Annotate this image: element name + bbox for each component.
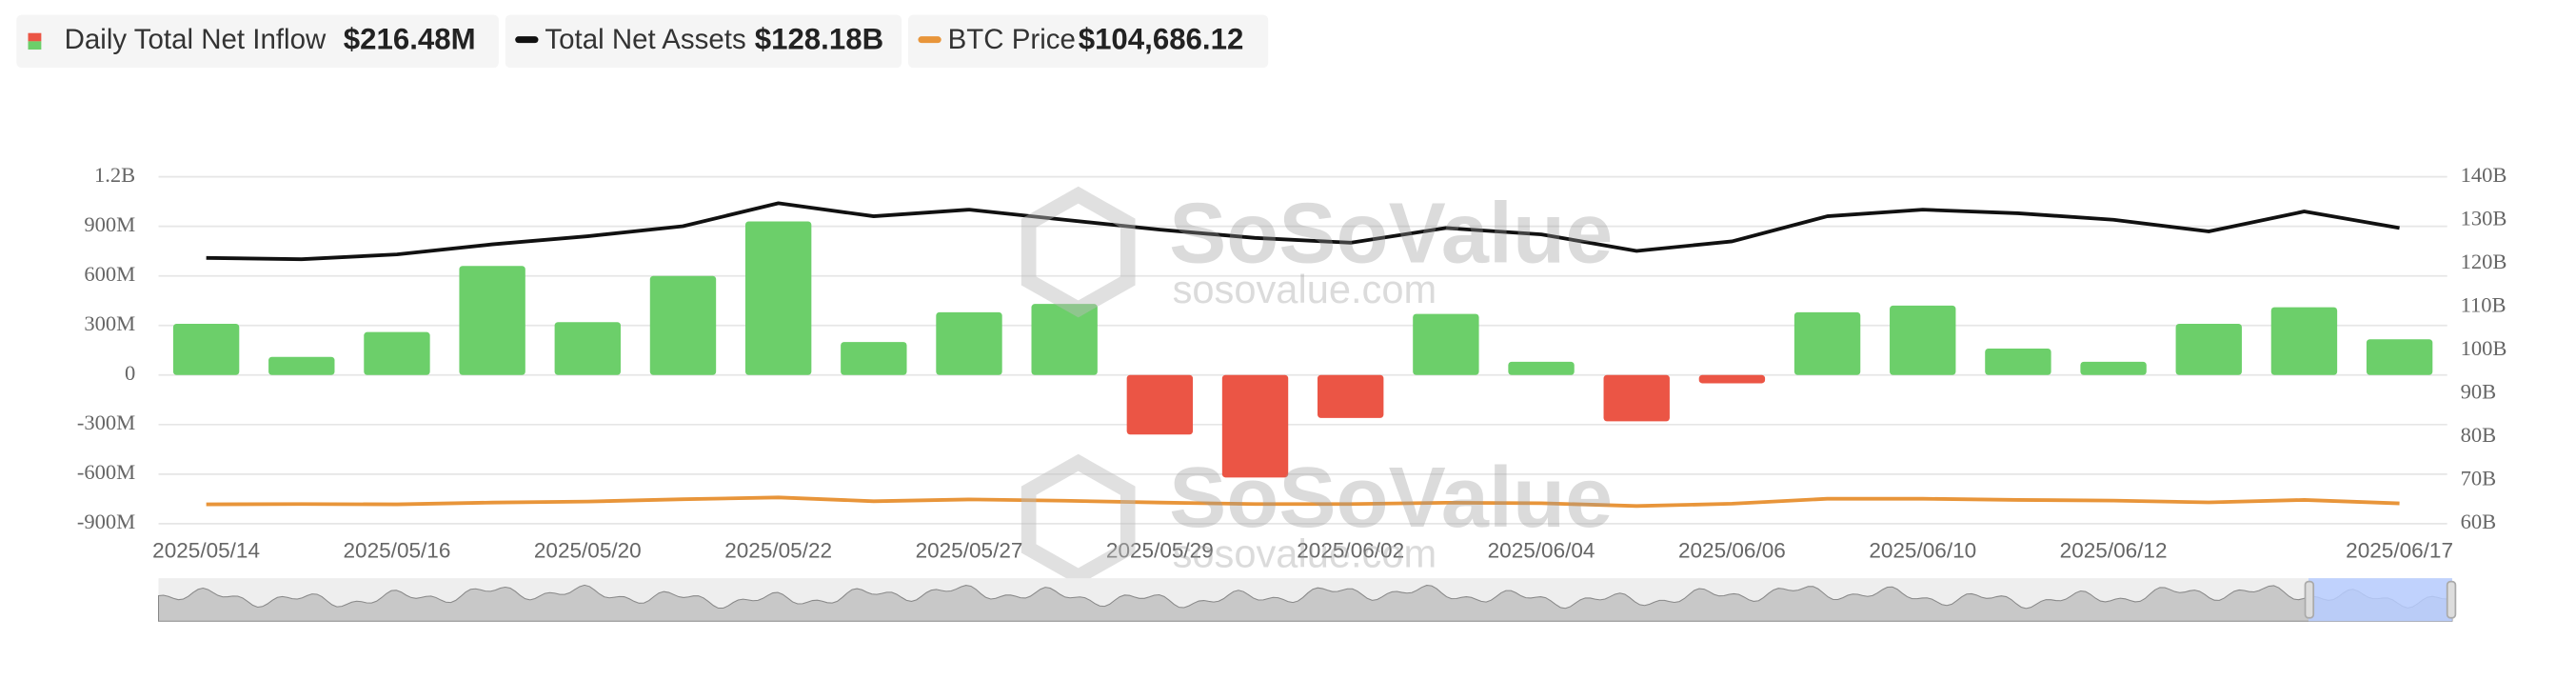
y2-tick-label: 100B xyxy=(2461,336,2507,360)
x-tick-label: 2025/05/27 xyxy=(916,538,1023,562)
y-tick-label: 600M xyxy=(84,262,135,286)
x-tick-label: 2025/06/10 xyxy=(1869,538,1976,562)
legend-icon xyxy=(918,36,941,44)
bar xyxy=(1031,304,1098,375)
watermark-brand: SoSoValue xyxy=(1169,185,1613,281)
x-tick-label: 2025/06/04 xyxy=(1488,538,1595,562)
line xyxy=(206,201,2400,262)
watermark-logo xyxy=(1020,186,1136,318)
legend-icon xyxy=(28,32,42,42)
y2-tick-label: 130B xyxy=(2461,206,2507,230)
y-tick-label: 900M xyxy=(84,212,135,236)
legend-value: $128.18B xyxy=(755,23,883,56)
bar xyxy=(1126,374,1194,435)
bar xyxy=(936,311,1002,375)
legend-box[interactable] xyxy=(505,14,902,69)
bar xyxy=(1890,305,1956,375)
navigator-window[interactable] xyxy=(2308,578,2452,622)
y2-tick-label: 110B xyxy=(2461,292,2507,316)
watermark-brand: SoSoValue xyxy=(1169,450,1613,546)
bar xyxy=(1508,361,1575,375)
x-tick-label: 2025/05/22 xyxy=(724,538,832,562)
bar xyxy=(2080,361,2147,375)
bar xyxy=(364,331,430,375)
navigator[interactable] xyxy=(158,578,2457,622)
bar xyxy=(459,266,525,375)
bar xyxy=(1698,374,1766,384)
bar xyxy=(1985,349,2051,375)
y-tick-label: 0 xyxy=(125,361,135,385)
bar xyxy=(1603,374,1670,422)
legend-box[interactable] xyxy=(908,14,1269,69)
y2-tick-label: 80B xyxy=(2461,423,2497,447)
legend-label: Daily Total Net Inflow xyxy=(65,24,327,55)
x-tick-label: 2025/05/20 xyxy=(534,538,642,562)
bar xyxy=(2175,324,2242,375)
bar xyxy=(2366,339,2433,375)
bar xyxy=(649,275,717,375)
y-tick-label: 300M xyxy=(84,311,135,335)
x-tick-label: 2025/06/12 xyxy=(2060,538,2168,562)
line xyxy=(206,495,2400,509)
legend-icon xyxy=(28,41,42,50)
x-tick-label: 2025/06/02 xyxy=(1297,538,1404,562)
navigator-handle[interactable] xyxy=(2446,580,2457,619)
x-tick-label: 2025/05/14 xyxy=(152,538,260,562)
legend-label: Total Net Assets xyxy=(545,24,745,55)
navigator-handle[interactable] xyxy=(2304,580,2315,619)
legend-icon xyxy=(515,36,539,44)
x-tick-label: 2025/05/16 xyxy=(344,538,451,562)
watermark-logo xyxy=(1020,453,1136,586)
legend-box[interactable] xyxy=(16,14,499,69)
x-tick-label: 2025/06/17 xyxy=(2346,538,2453,562)
navigator-area xyxy=(158,584,2453,622)
bar xyxy=(268,356,335,375)
legend-label: BTC Price xyxy=(948,24,1076,55)
bar xyxy=(554,322,621,375)
y2-tick-label: 90B xyxy=(2461,379,2497,403)
legend-value: $216.48M xyxy=(344,23,476,56)
x-tick-label: 2025/06/06 xyxy=(1678,538,1786,562)
legend-value: $104,686.12 xyxy=(1079,23,1244,56)
bar xyxy=(841,342,907,375)
y-tick-label: -900M xyxy=(77,510,135,533)
x-tick-label: 2025/05/29 xyxy=(1106,538,1214,562)
bar xyxy=(2270,307,2338,375)
y-tick-label: -300M xyxy=(77,410,135,434)
y-tick-label: 1.2B xyxy=(94,163,135,187)
watermark-site: sosovalue.com xyxy=(1173,531,1437,576)
watermark-site: sosovalue.com xyxy=(1173,267,1437,311)
y-tick-label: -600M xyxy=(77,460,135,484)
y2-tick-label: 140B xyxy=(2461,163,2507,187)
watermark: SoSoValue sosovalue.com SoSoValue sosova… xyxy=(1020,185,1613,586)
bar xyxy=(1413,313,1479,375)
bar xyxy=(744,221,812,375)
bar xyxy=(1793,311,1861,375)
y2-tick-label: 70B xyxy=(2461,467,2497,490)
bar xyxy=(172,324,240,375)
bar xyxy=(1318,374,1384,418)
plot: -900M -600M -300M 0 300M 600M 900M 1.2B 60B 70B 80… xyxy=(77,163,2507,563)
legend: Daily Total Net Inflow $216.48M Total Ne… xyxy=(16,14,1269,69)
bar xyxy=(1221,374,1289,478)
y2-tick-label: 120B xyxy=(2461,250,2507,273)
y2-tick-label: 60B xyxy=(2461,510,2497,533)
